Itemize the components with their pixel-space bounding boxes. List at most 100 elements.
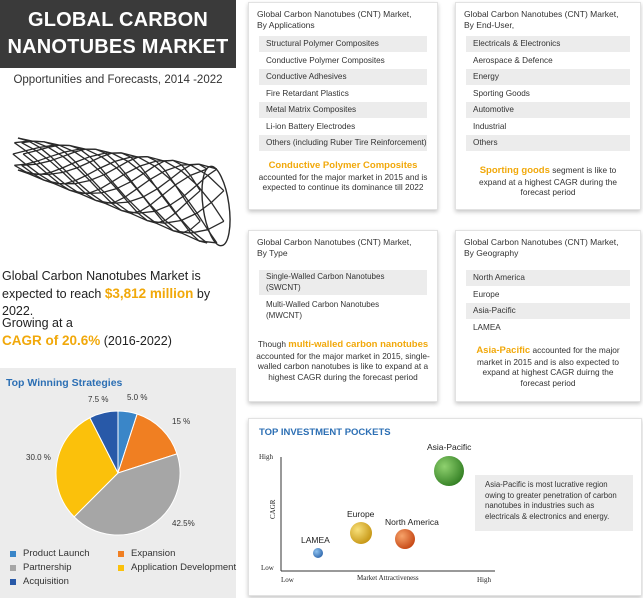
geography-header-line2: By Geography — [464, 248, 519, 258]
pie-data-label: 5.0 % — [127, 393, 147, 402]
type-item-1-line1: Single-Walled Carbon Nanotubes — [266, 272, 385, 281]
type-item-2-line1: Multi-Walled Carbon Nanotubes — [266, 300, 380, 309]
bubble-label-lamea: LAMEA — [301, 535, 330, 545]
type-note-highlight: multi-walled carbon nanotubes — [288, 339, 429, 350]
type-item-2-line2: (MWCNT) — [266, 310, 302, 320]
pie-data-label: 7.5 % — [88, 395, 108, 404]
applications-header-line2: By Applications — [257, 20, 315, 30]
type-list: Single-Walled Carbon Nanotubes (SWCNT) M… — [259, 270, 427, 323]
applications-header: Global Carbon Nanotubes (CNT) Market, By… — [257, 9, 431, 31]
investment-pockets-panel: High Low Low High Market Attractiveness … — [248, 418, 642, 596]
end-user-header-line2: By End-User, — [464, 20, 515, 30]
legend-item-expansion: Expansion — [118, 548, 175, 559]
list-item: Conductive Polymer Composites — [266, 55, 385, 65]
legend-swatch — [10, 564, 16, 571]
list-item: Conductive Adhesives — [259, 69, 427, 85]
applications-note-highlight: Conductive Polymer Composites — [268, 160, 418, 171]
investment-title: TOP INVESTMENT POCKETS — [259, 427, 391, 438]
market-text-line1: Global Carbon Nanotubes Market is — [2, 269, 201, 283]
list-item: Energy — [466, 69, 630, 85]
cagr-line: CAGR of 20.6% (2016-2022) — [2, 332, 236, 350]
end-user-note: Sporting goods segment is like to expand… — [466, 165, 630, 198]
end-user-list: Electricals & Electronics Aerospace & De… — [466, 36, 630, 151]
type-item-1-line2: (SWCNT) — [266, 282, 301, 292]
list-item: LAMEA — [473, 322, 501, 332]
legend-item-partnership: Partnership — [10, 562, 72, 573]
pie-data-label: 42.5% — [172, 519, 195, 528]
list-item: Fire Retardant Plastics — [266, 88, 349, 98]
subtitle: Opportunities and Forecasts, 2014 -2022 — [13, 74, 223, 86]
list-item: Others (including Ruber Tire Reinforceme… — [259, 135, 427, 151]
legend-label: Expansion — [131, 548, 176, 559]
geography-note-text: accounted for the major market in 2015 a… — [476, 345, 620, 388]
market-text-suffix: by 2022. — [2, 287, 211, 318]
market-value: $3,812 million — [104, 286, 194, 301]
cagr-statement: Growing at a CAGR of 20.6% (2016-2022) — [2, 314, 236, 350]
strategies-panel: Top Winning Strategies 5.0 % 15 % 42.5% 30.… — [0, 368, 236, 598]
applications-panel: Global Carbon Nanotubes (CNT) Market, By… — [248, 2, 438, 210]
bubble-label-asia-pacific: Asia-Pacific — [427, 442, 472, 452]
title-banner: GLOBAL CARBON NANOTUBES MARKET — [0, 0, 236, 68]
type-header-line1: Global Carbon Nanotubes (CNT) Market, — [257, 237, 412, 247]
list-item: Metal Matrix Composites — [259, 102, 427, 118]
market-text-line2: expected to reach $3,812 million by 2022… — [2, 285, 236, 320]
market-size-statement: Global Carbon Nanotubes Market is expect… — [2, 268, 236, 320]
type-header-line2: By Type — [257, 248, 288, 258]
bubble-label-north-america: North America — [385, 517, 439, 527]
pie-data-label: 30.0 % — [26, 453, 51, 462]
list-item: Others — [466, 135, 630, 151]
list-item: Europe — [473, 289, 500, 299]
legend-label: Partnership — [23, 562, 72, 573]
bubble-label-europe: Europe — [347, 509, 375, 519]
applications-note-text: accounted for the major market in 2015 a… — [258, 171, 428, 193]
end-user-header: Global Carbon Nanotubes (CNT) Market, By… — [464, 9, 634, 31]
list-item: North America — [466, 270, 630, 286]
y-axis-title: CAGR — [269, 499, 277, 519]
strategies-pie-chart: 5.0 % 15 % 42.5% 30.0 % 7.5 % — [26, 393, 195, 536]
type-header: Global Carbon Nanotubes (CNT) Market, By… — [257, 237, 431, 259]
legend-swatch — [10, 550, 16, 557]
legend-swatch — [118, 564, 124, 571]
cagr-value: CAGR of 20.6% — [2, 333, 101, 348]
bubble-asia-pacific — [434, 456, 464, 486]
end-user-panel: Global Carbon Nanotubes (CNT) Market, By… — [455, 2, 641, 210]
left-column: GLOBAL CARBON NANOTUBES MARKET Opportuni… — [0, 0, 236, 598]
strategies-title: Top Winning Strategies — [6, 377, 123, 389]
geography-panel: Global Carbon Nanotubes (CNT) Market, By… — [455, 230, 641, 402]
geography-header: Global Carbon Nanotubes (CNT) Market, By… — [464, 237, 634, 259]
legend-item-product-launch: Product Launch — [10, 548, 90, 559]
end-user-header-line1: Global Carbon Nanotubes (CNT) Market, — [464, 9, 619, 19]
list-item: Aerospace & Defence — [473, 55, 553, 65]
end-user-note-highlight: Sporting goods — [479, 165, 550, 176]
applications-list: Structural Polymer Composites Conductive… — [259, 36, 427, 151]
end-user-note-text: segment is like to expand at a highest C… — [479, 165, 617, 197]
type-note-prefix: Though — [257, 339, 289, 349]
bubble-north-america — [395, 529, 415, 549]
list-item: Structural Polymer Composites — [259, 36, 427, 52]
list-item: Sporting Goods — [473, 88, 530, 98]
x-high-label: High — [477, 576, 492, 584]
x-axis-title: Market Attractiveness — [357, 574, 419, 582]
bubble-europe — [350, 522, 372, 544]
legend-item-acquisition: Acquisition — [10, 576, 69, 587]
legend-swatch — [118, 550, 124, 557]
pie-slice-application-development — [55, 417, 119, 518]
geography-list: North America Europe Asia-Pacific LAMEA — [466, 270, 630, 335]
legend-label: Application Development — [131, 562, 237, 573]
type-note: Though multi-walled carbon nanotubes acc… — [253, 339, 433, 382]
geography-note-highlight: Asia-Pacific — [476, 345, 531, 356]
list-item: Single-Walled Carbon Nanotubes (SWCNT) — [259, 270, 427, 295]
title-line-2: NANOTUBES MARKET — [7, 36, 229, 58]
applications-header-line1: Global Carbon Nanotubes (CNT) Market, — [257, 9, 412, 19]
type-panel: Global Carbon Nanotubes (CNT) Market, By… — [248, 230, 438, 402]
list-item: Asia-Pacific — [466, 303, 630, 319]
legend-item-application-development: Application Development — [118, 562, 236, 573]
pie-slice-partnership — [73, 453, 181, 536]
list-item: Multi-Walled Carbon Nanotubes (MWCNT) — [259, 298, 427, 323]
title-line-1: GLOBAL CARBON — [27, 9, 208, 31]
geography-note: Asia-Pacific accounted for the major mar… — [468, 345, 628, 388]
list-item: Electricals & Electronics — [466, 36, 630, 52]
legend-label: Product Launch — [23, 548, 90, 559]
type-note-text: accounted for the major market in 2015, … — [256, 350, 430, 382]
y-low-label: Low — [261, 564, 275, 572]
